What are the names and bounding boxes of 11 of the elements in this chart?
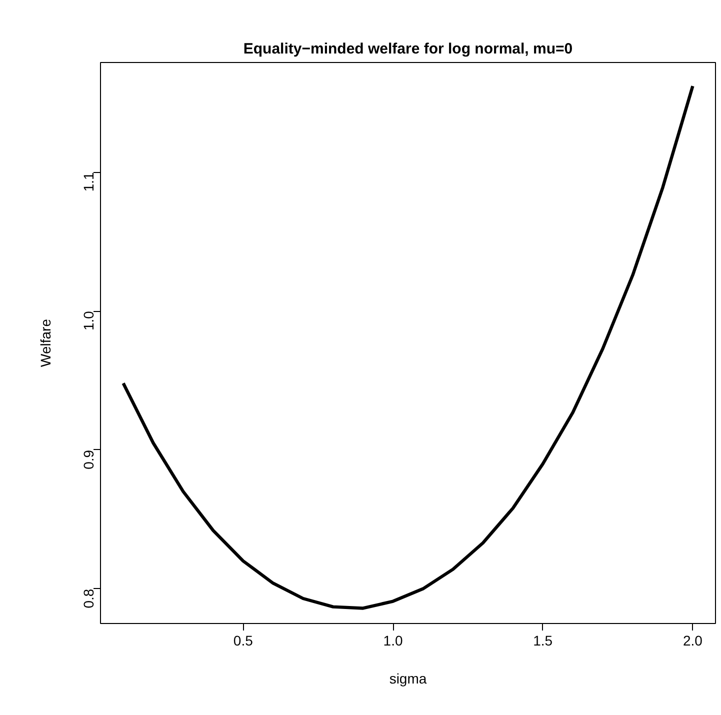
x-tick-label: 2.0 [682,632,703,648]
y-tick-label: 0.8 [80,588,96,608]
x-axis-title: sigma [389,670,427,686]
y-tick-label: 1.1 [80,172,96,192]
y-tick-label: 1.0 [80,310,96,331]
x-tick-label: 1.0 [383,632,403,648]
y-axis-title: Welfare [38,318,54,367]
x-tick-label: 1.5 [533,632,553,648]
x-tick-label: 0.5 [233,632,254,648]
y-tick-label: 0.9 [80,450,96,470]
chart-title: Equality−minded welfare for log normal, mu=0 [243,40,573,58]
